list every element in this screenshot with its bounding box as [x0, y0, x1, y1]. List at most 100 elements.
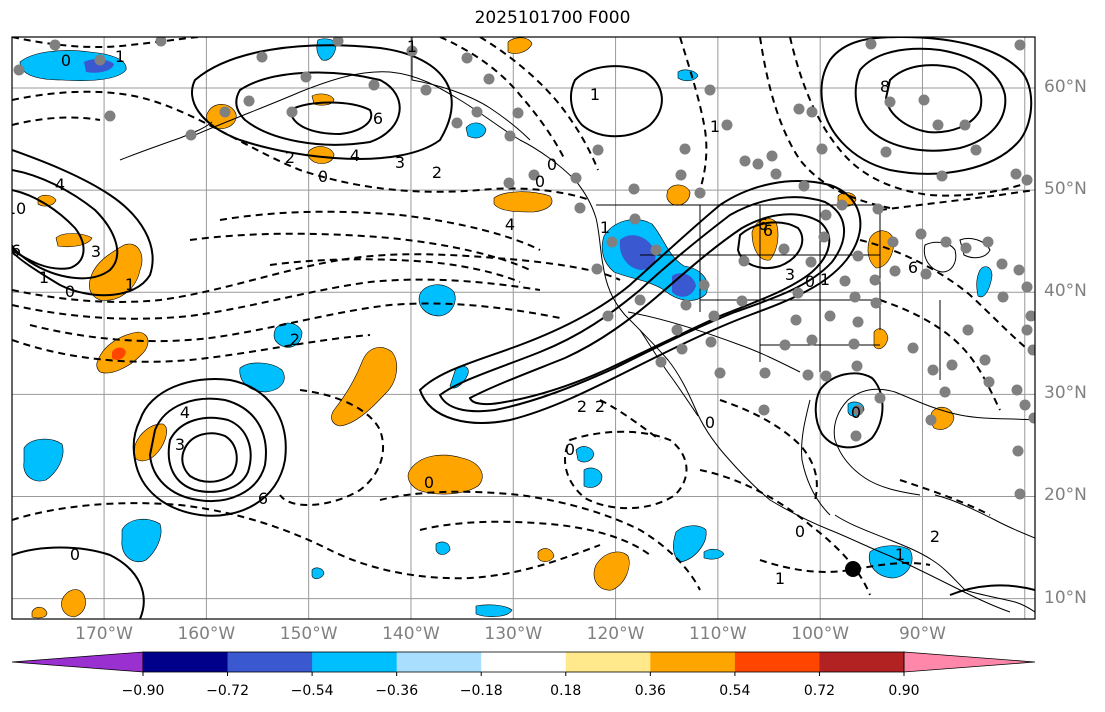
contour-label: 1 — [115, 47, 125, 66]
station-marker — [1027, 344, 1035, 356]
station-marker — [1021, 174, 1033, 186]
station-marker — [962, 324, 974, 336]
contour — [759, 559, 931, 573]
contour — [181, 432, 238, 483]
station-marker — [694, 187, 706, 199]
strong-positive-anomaly — [112, 347, 126, 360]
station-marker — [939, 386, 951, 398]
storm-center-marker — [845, 561, 861, 577]
longitude-label: 140°W — [382, 624, 440, 644]
colorbar-segment — [565, 652, 651, 672]
latitude-label: 20°N — [1044, 485, 1087, 506]
station-marker — [528, 169, 540, 181]
contour-label: 1 — [407, 37, 417, 56]
contour-label: 1 — [39, 268, 49, 287]
contour-label: 1 — [775, 569, 785, 588]
station-marker — [420, 84, 432, 96]
station-markers — [13, 37, 1035, 500]
station-marker — [798, 180, 810, 192]
colorbar-tick-label: 0.72 — [803, 683, 836, 699]
station-marker — [1013, 264, 1025, 276]
anomaly-patch — [593, 551, 630, 591]
station-marker — [824, 310, 836, 322]
station-marker — [185, 129, 197, 141]
contour — [379, 490, 701, 591]
station-marker — [736, 295, 748, 307]
station-marker — [932, 119, 944, 131]
contour-label: 8 — [880, 77, 890, 96]
colorbar-tick-label: −0.18 — [459, 683, 503, 699]
map-title: 2025101700 F000 — [474, 8, 631, 28]
map-frame — [11, 36, 1036, 620]
station-marker — [1010, 168, 1022, 180]
station-marker — [970, 144, 982, 156]
anomaly-patch — [583, 467, 603, 488]
station-marker — [721, 119, 733, 131]
station-marker — [766, 150, 778, 162]
station-marker — [887, 236, 899, 248]
colorbar — [11, 651, 1036, 676]
station-marker — [155, 37, 167, 47]
anomaly-patch — [23, 438, 64, 482]
station-marker — [1019, 399, 1031, 411]
station-marker — [570, 172, 582, 184]
colorbar-tick-label: −0.72 — [206, 683, 249, 699]
station-marker — [946, 359, 958, 371]
anomaly-core — [619, 235, 656, 270]
station-marker — [461, 52, 473, 64]
station-marker — [1014, 488, 1026, 500]
longitude-label: 110°W — [688, 624, 747, 644]
latitude-label: 40°N — [1044, 281, 1087, 302]
station-marker — [94, 54, 106, 66]
station-marker — [996, 258, 1008, 270]
station-marker — [708, 310, 720, 322]
contour-label: 6 — [258, 489, 268, 508]
contour — [12, 502, 601, 580]
anomaly-patch — [121, 518, 162, 562]
station-marker — [1011, 384, 1023, 396]
contour-label: 0 — [805, 272, 815, 291]
station-marker — [104, 110, 116, 122]
contour-label: 3 — [175, 435, 185, 454]
station-marker — [920, 268, 932, 280]
station-marker — [870, 297, 882, 309]
contour — [12, 278, 541, 320]
contour-label: 0 — [424, 473, 434, 492]
contour — [288, 101, 373, 136]
contour — [899, 479, 991, 516]
station-marker — [602, 310, 614, 322]
longitude-label: 170°W — [75, 624, 133, 644]
contour-label: 0 — [70, 545, 80, 564]
station-marker — [770, 168, 782, 180]
station-marker — [483, 73, 495, 85]
station-marker — [629, 213, 641, 225]
contour-label: 6 — [758, 215, 768, 234]
contour — [12, 37, 201, 49]
station-marker — [850, 430, 862, 442]
contour — [269, 258, 521, 283]
gulf-of-california — [639, 329, 699, 417]
station-marker — [332, 37, 344, 47]
colorbar-segment — [650, 652, 736, 672]
station-marker — [471, 106, 483, 118]
station-marker — [940, 236, 952, 248]
longitude-label: 150°W — [279, 624, 338, 644]
contour — [191, 44, 453, 160]
station-marker — [915, 228, 927, 240]
us-mexico-border — [627, 311, 801, 373]
station-marker — [739, 155, 751, 167]
station-marker — [852, 250, 864, 262]
station-marker — [852, 404, 864, 416]
station-marker — [574, 202, 586, 214]
contour-label: 0 — [535, 172, 545, 191]
station-marker — [884, 96, 896, 108]
contour — [949, 584, 1035, 596]
contour-label: 3 — [395, 153, 405, 172]
longitude-label: 160°W — [177, 624, 236, 644]
colorbar-tick-label: −0.90 — [121, 683, 165, 699]
station-marker — [818, 231, 830, 243]
contour-label: 1 — [895, 545, 905, 564]
station-marker — [820, 209, 832, 221]
